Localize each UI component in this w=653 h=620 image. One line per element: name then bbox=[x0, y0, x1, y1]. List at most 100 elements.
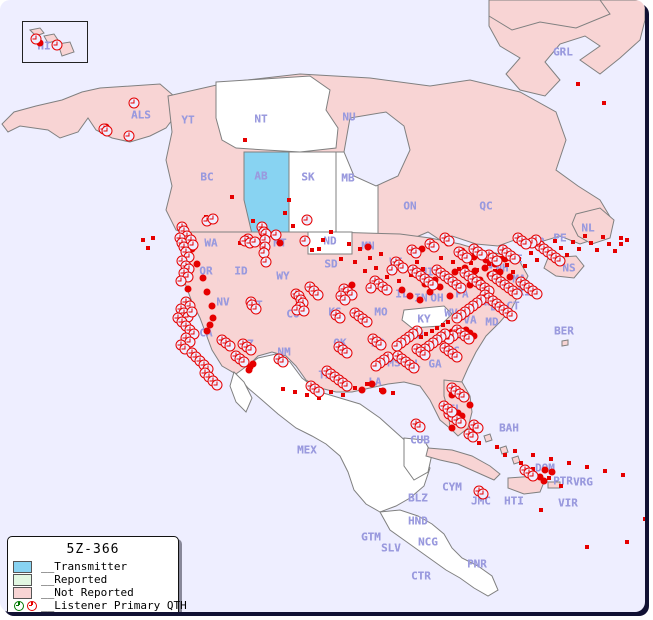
legend-swatch-not_reported bbox=[13, 586, 32, 599]
legend-swatch-cell-transmitter bbox=[13, 560, 41, 573]
listener-other-qth-marker bbox=[619, 236, 623, 240]
listener-other-qth-marker bbox=[353, 260, 357, 264]
listener-primary-qth-marker bbox=[427, 279, 439, 291]
listener-primary-qth-marker bbox=[455, 417, 467, 429]
listener-primary-qth-marker bbox=[527, 470, 539, 482]
listener-primary-qth-marker bbox=[509, 253, 521, 265]
legend-label-primary_qth: __Listener Primary QTH bbox=[41, 599, 187, 612]
listener-cluster-marker bbox=[466, 281, 474, 289]
listener-cluster-marker bbox=[249, 360, 257, 368]
region-shape-NT bbox=[215, 75, 339, 153]
listener-other-qth-marker bbox=[503, 453, 507, 457]
listener-other-qth-marker bbox=[619, 242, 623, 246]
listener-other-qth-marker bbox=[379, 388, 383, 392]
listener-other-qth-marker bbox=[529, 251, 533, 255]
legend-row-primary_qth: __Listener Primary QTH bbox=[13, 599, 187, 612]
listener-other-qth-marker bbox=[589, 241, 593, 245]
listener-other-qth-marker bbox=[446, 320, 450, 324]
region-shape-KY bbox=[401, 305, 453, 329]
listener-other-qth-marker bbox=[553, 239, 557, 243]
listener-other-qth-marker bbox=[513, 449, 517, 453]
map-canvas[interactable]: .land{stroke:#808080;stroke-width:1;} .p… bbox=[0, 0, 645, 612]
listener-primary-qth-marker bbox=[446, 406, 458, 418]
listener-primary-qth-marker bbox=[476, 249, 488, 261]
listener-other-qth-marker bbox=[441, 323, 445, 327]
listener-primary-qth-marker bbox=[477, 488, 489, 500]
listener-cluster-marker bbox=[436, 283, 444, 291]
listener-other-qth-marker bbox=[321, 238, 325, 242]
listener-other-qth-marker bbox=[519, 461, 523, 465]
region-shape-ALS bbox=[1, 83, 179, 143]
legend-row-transmitter: __Transmitter bbox=[13, 560, 173, 573]
listener-other-qth-marker bbox=[595, 248, 599, 252]
listener-cluster-marker bbox=[481, 264, 489, 272]
listener-other-qth-marker bbox=[365, 382, 369, 386]
listener-other-qth-marker bbox=[151, 236, 155, 240]
listener-cluster-marker bbox=[448, 424, 456, 432]
listener-cluster-marker bbox=[416, 296, 424, 304]
listener-primary-qth-marker bbox=[224, 340, 236, 352]
listener-other-qth-marker bbox=[559, 484, 563, 488]
listener-primary-qth-marker bbox=[245, 344, 257, 356]
listener-cluster-marker bbox=[203, 288, 211, 296]
listener-other-qth-marker bbox=[643, 517, 645, 521]
listener-cluster-marker bbox=[184, 285, 192, 293]
listener-primary-qth-marker bbox=[455, 282, 467, 294]
listener-other-qth-marker bbox=[523, 264, 527, 268]
listener-cluster-marker bbox=[203, 327, 211, 335]
listener-primary-qth-marker bbox=[123, 130, 135, 142]
listener-other-qth-marker bbox=[391, 391, 395, 395]
listener-primary-qth-marker bbox=[370, 360, 382, 372]
listener-other-qth-marker bbox=[419, 335, 423, 339]
listener-primary-qth-marker bbox=[175, 275, 187, 287]
listener-primary-qth-marker bbox=[451, 312, 463, 324]
listener-other-qth-marker bbox=[310, 248, 314, 252]
listener-primary-qth-marker bbox=[334, 312, 346, 324]
map-landmass-layer: .land{stroke:#808080;stroke-width:1;} .p… bbox=[1, 0, 645, 597]
listener-other-qth-marker bbox=[565, 253, 569, 257]
listener-cluster-marker bbox=[454, 409, 462, 417]
listener-cluster-marker bbox=[358, 386, 366, 394]
legend-swatch-cell-reported bbox=[13, 573, 41, 586]
legend-label-reported: __Reported bbox=[41, 573, 108, 586]
listener-cluster-marker bbox=[496, 268, 504, 276]
listener-cluster-marker bbox=[540, 477, 548, 485]
listener-other-qth-marker bbox=[531, 453, 535, 457]
circle-cross-green-icon bbox=[14, 600, 24, 611]
listener-cluster-marker bbox=[368, 380, 376, 388]
legend-circle-cross-icon bbox=[13, 600, 41, 611]
listener-other-qth-marker bbox=[585, 465, 589, 469]
listener-other-qth-marker bbox=[317, 396, 321, 400]
legend-title: 5Z-366 bbox=[66, 542, 120, 557]
listener-cluster-marker bbox=[379, 387, 387, 395]
listener-cluster-marker bbox=[501, 255, 509, 263]
listener-cluster-marker bbox=[245, 366, 253, 374]
listener-other-qth-marker bbox=[571, 240, 575, 244]
listener-cluster-marker bbox=[470, 253, 478, 261]
listener-primary-qth-marker bbox=[520, 238, 532, 250]
legend-row-not_reported: __Not Reported bbox=[13, 586, 173, 599]
listener-other-qth-marker bbox=[625, 540, 629, 544]
listener-primary-qth-marker bbox=[461, 252, 473, 264]
listener-primary-qth-marker bbox=[30, 33, 42, 45]
listener-primary-qth-marker bbox=[341, 380, 353, 392]
listener-primary-qth-marker bbox=[270, 229, 282, 241]
region-shape-ND bbox=[307, 231, 353, 255]
legend-row-reported: __Reported bbox=[13, 573, 173, 586]
listener-other-qth-marker bbox=[283, 211, 287, 215]
listener-other-qth-marker bbox=[585, 545, 589, 549]
listener-primary-qth-marker bbox=[365, 282, 377, 294]
legend-label-transmitter: __Transmitter bbox=[41, 560, 128, 573]
listener-cluster-marker bbox=[458, 412, 466, 420]
listener-primary-qth-marker bbox=[472, 422, 484, 434]
listener-primary-qth-marker bbox=[301, 214, 313, 226]
listener-other-qth-marker bbox=[397, 279, 401, 283]
listener-primary-qth-marker bbox=[428, 241, 440, 253]
listener-other-qth-marker bbox=[341, 393, 345, 397]
region-shape-SK bbox=[288, 151, 337, 235]
listener-cluster-marker bbox=[398, 286, 406, 294]
listener-other-qth-marker bbox=[576, 82, 580, 86]
legend-rows: __Transmitter __Reported __Not Reported __L… bbox=[13, 560, 187, 612]
listener-other-qth-marker bbox=[601, 235, 605, 239]
listener-other-qth-marker bbox=[379, 252, 383, 256]
